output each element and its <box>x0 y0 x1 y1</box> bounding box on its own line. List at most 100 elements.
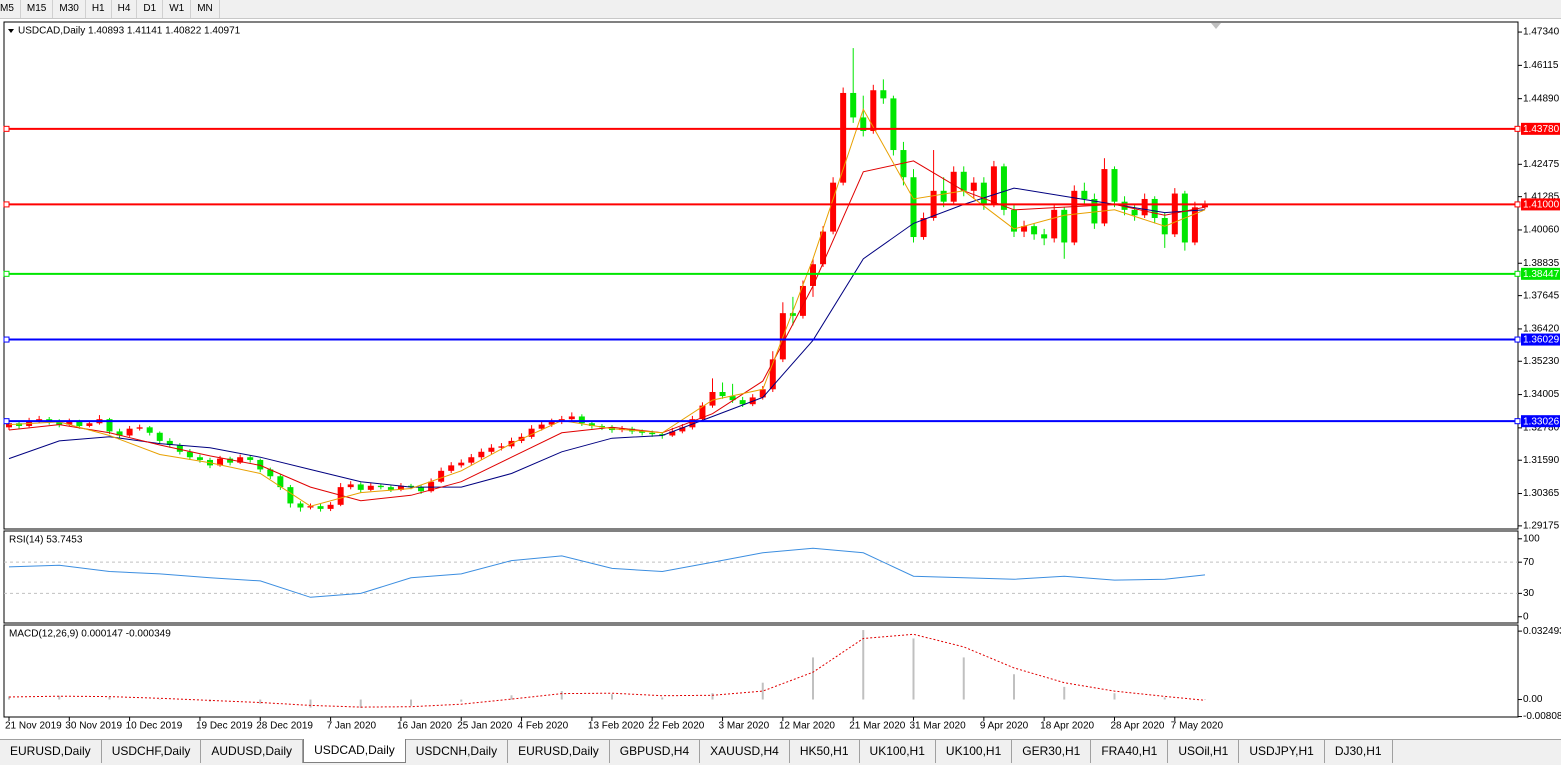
candle-body <box>257 459 264 470</box>
candle-body <box>578 416 585 424</box>
candle-body <box>186 451 193 458</box>
y-tick-label: 70 <box>1523 557 1535 568</box>
macd-histogram-bar <box>410 699 412 706</box>
panel-title: RSI(14) 53.7453 <box>9 535 83 546</box>
x-tick-label: 28 Apr 2020 <box>1111 721 1165 732</box>
candle-body <box>729 396 736 401</box>
candle-body <box>1141 198 1148 216</box>
candle-body <box>377 485 384 488</box>
chart-tab[interactable]: EURUSD,Daily <box>508 740 610 763</box>
candle-body <box>1171 193 1178 235</box>
timeframe-button[interactable]: H4 <box>112 0 138 18</box>
chart-tab[interactable]: GER30,H1 <box>1012 740 1092 763</box>
x-tick-label: 22 Feb 2020 <box>648 721 705 732</box>
y-tick-label: 1.36420 <box>1523 324 1560 335</box>
candle-body <box>1201 205 1208 208</box>
level-handle <box>3 201 10 208</box>
chart-tab[interactable]: USDCAD,Daily <box>303 739 406 763</box>
y-tick-label: 1.46115 <box>1523 60 1559 71</box>
chart-tab[interactable]: FRA40,H1 <box>1091 740 1169 763</box>
candle-body <box>6 423 12 428</box>
candle-body <box>528 428 535 437</box>
macd-histogram-bar <box>862 630 865 700</box>
x-tick-label: 31 Mar 2020 <box>910 721 967 732</box>
candle-body <box>367 485 374 490</box>
timeframe-button[interactable]: W1 <box>163 0 192 18</box>
chart-tab[interactable]: GBPUSD,H4 <box>610 740 701 763</box>
chart-tab[interactable]: XAUUSD,H4 <box>700 740 790 763</box>
candle-body <box>357 484 364 490</box>
x-tick-label: 25 Jan 2020 <box>457 721 512 732</box>
candle-body <box>950 171 957 202</box>
candle-body <box>217 458 224 466</box>
candle-body <box>1000 166 1007 210</box>
chart-tab[interactable]: HK50,H1 <box>790 740 860 763</box>
chart-tab[interactable]: UK100,H1 <box>860 740 936 763</box>
candle-body <box>418 487 425 492</box>
chart-tab[interactable]: USDCHF,Daily <box>102 740 202 763</box>
candle-body <box>237 457 244 463</box>
chart-window: USDCAD,Daily 1.40893 1.41141 1.40822 1.4… <box>0 19 1561 738</box>
candle-body <box>408 485 414 488</box>
chart-tab[interactable]: UK100,H1 <box>936 740 1013 763</box>
level-handle <box>1514 201 1521 208</box>
panel-frame <box>3 624 1519 718</box>
candle-body <box>1071 190 1078 243</box>
macd-histogram-bar <box>611 694 613 700</box>
candle-body <box>1081 190 1088 199</box>
chart-tab[interactable]: EURUSD,Daily <box>0 740 102 763</box>
moving-average <box>8 108 1206 507</box>
timeframe-button[interactable]: H1 <box>86 0 112 18</box>
macd-histogram-bar <box>812 657 814 700</box>
y-tick-label: 0 <box>1523 611 1529 622</box>
x-tick-label: 18 Apr 2020 <box>1040 721 1094 732</box>
candle-body <box>458 462 465 466</box>
candle-body <box>890 98 897 151</box>
macd-histogram-bar <box>560 691 563 700</box>
panel-title: USDCAD,Daily 1.40893 1.41141 1.40822 1.4… <box>18 26 241 37</box>
moving-average <box>8 187 1206 488</box>
candle-body <box>267 469 274 477</box>
chart-tab[interactable]: DJ30,H1 <box>1325 740 1393 763</box>
chart-tab[interactable]: USOil,H1 <box>1168 740 1240 763</box>
candle-body <box>810 264 816 286</box>
y-tick-label: 1.31590 <box>1523 455 1560 466</box>
level-price-box <box>1521 198 1560 211</box>
chart-tab[interactable]: USDCNH,Daily <box>406 740 509 763</box>
level-handle <box>3 336 10 343</box>
timeframe-button[interactable]: D1 <box>137 0 164 18</box>
timeframe-button[interactable]: MN <box>191 0 220 18</box>
candle-body <box>1041 234 1048 239</box>
candle-body <box>347 484 354 488</box>
macd-histogram-bar <box>1113 693 1116 700</box>
macd-histogram-bar <box>309 699 312 708</box>
timeframe-button[interactable]: M30 <box>53 0 86 18</box>
candle-body <box>438 470 445 482</box>
y-tick-label: 1.38835 <box>1523 258 1560 269</box>
y-tick-label: -0.008086 <box>1523 711 1561 722</box>
macd-histogram-bar <box>1013 674 1015 700</box>
macd-histogram-bar <box>359 699 362 708</box>
y-tick-label: 1.44890 <box>1523 93 1560 104</box>
macd-histogram-bar <box>460 699 463 702</box>
candle-body <box>86 423 93 426</box>
level-price-label: 1.43780 <box>1523 124 1560 135</box>
y-tick-label: 100 <box>1523 533 1540 544</box>
candle-body <box>910 177 917 238</box>
level-handle <box>3 125 10 132</box>
timeframe-button[interactable]: M5 <box>0 0 21 18</box>
timeframe-button[interactable]: M15 <box>21 0 54 18</box>
candle-body <box>1011 209 1017 232</box>
candle-body <box>568 416 575 420</box>
y-tick-label: 1.41285 <box>1523 191 1560 202</box>
chart-tab[interactable]: AUDUSD,Daily <box>201 740 304 763</box>
y-tick-label: 1.47340 <box>1523 27 1560 38</box>
candle-body <box>488 447 495 452</box>
candle-body <box>679 427 686 432</box>
candle-body <box>719 391 726 397</box>
x-tick-label: 21 Mar 2020 <box>849 721 906 732</box>
panel-frame <box>3 530 1519 624</box>
level-price-box <box>1521 415 1560 428</box>
candle-body <box>1131 209 1138 216</box>
chart-tab[interactable]: USDJPY,H1 <box>1239 740 1325 763</box>
